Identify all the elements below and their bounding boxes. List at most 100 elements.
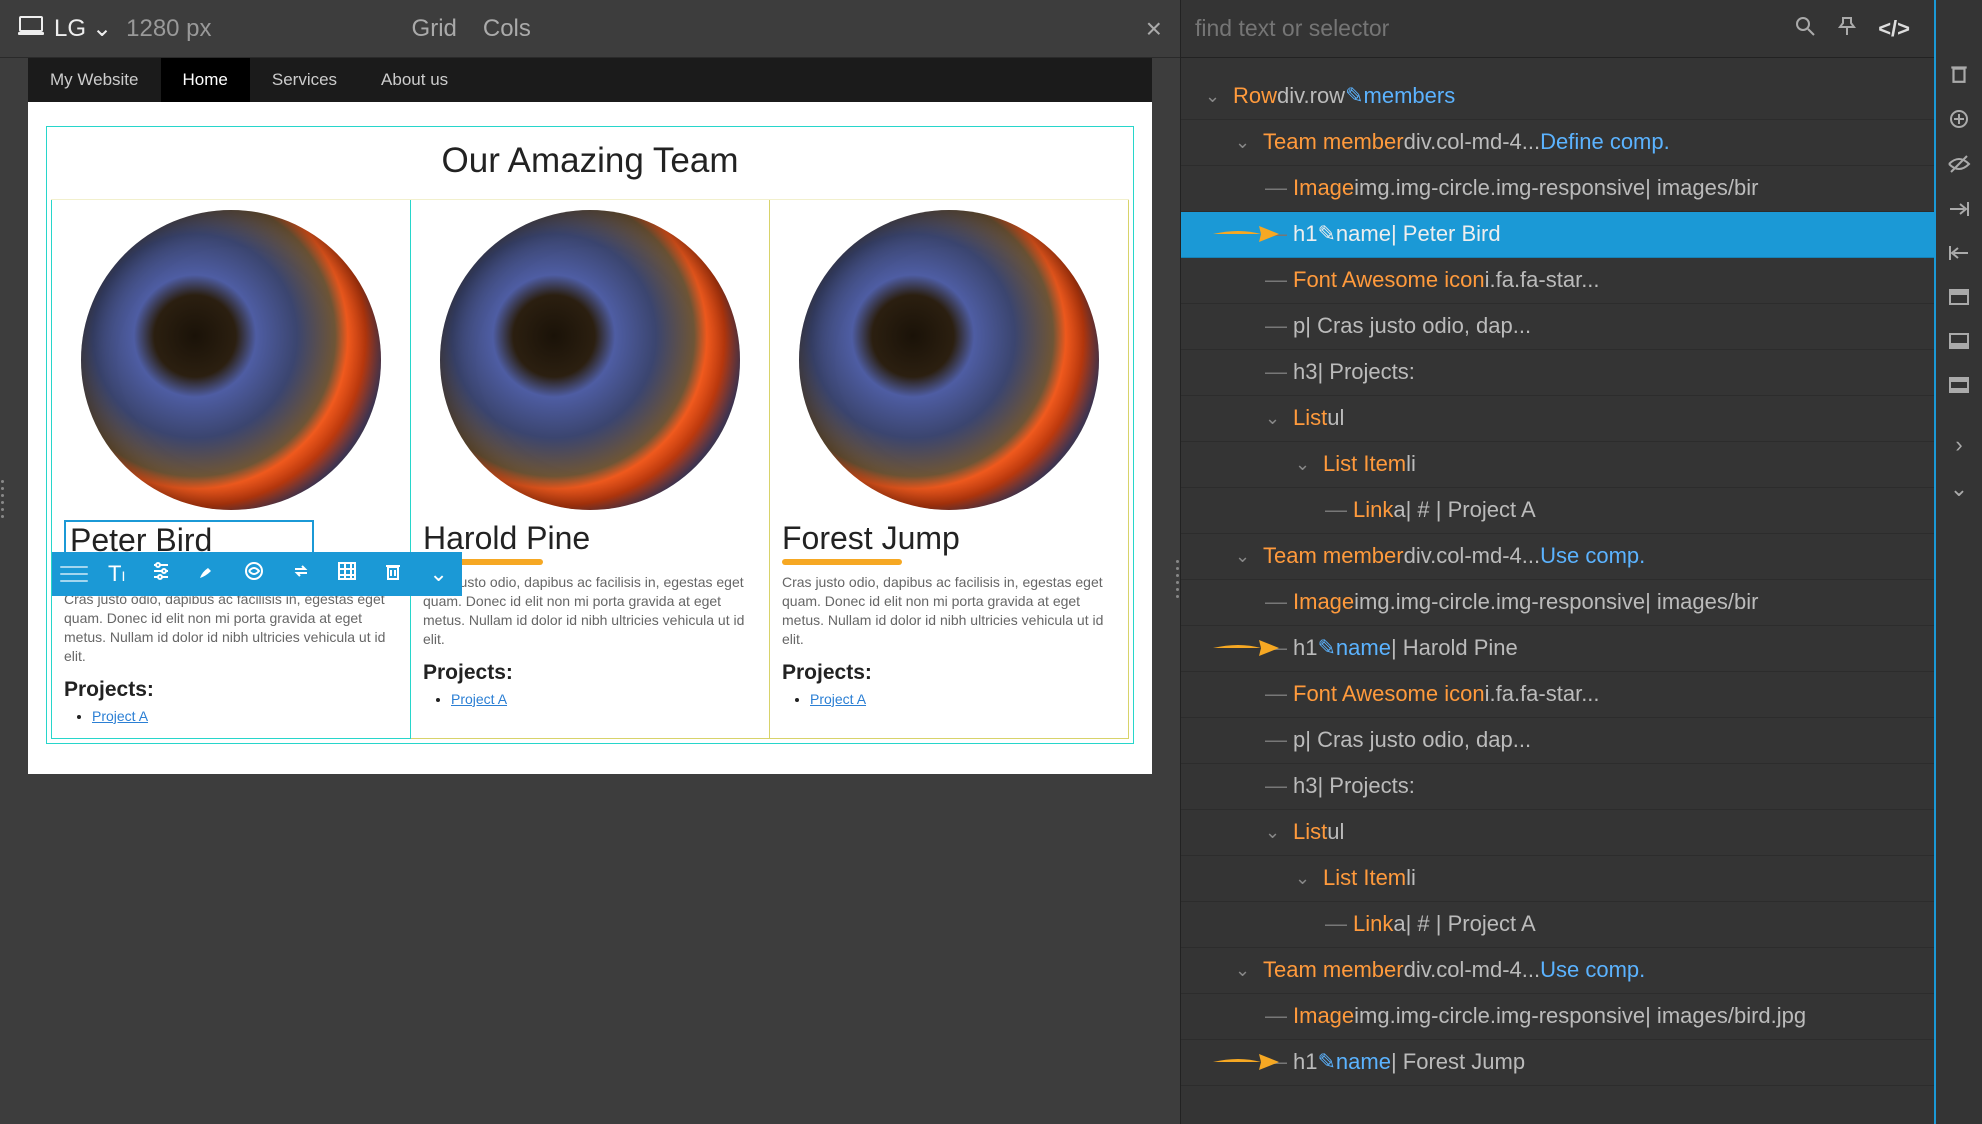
projects-heading[interactable]: Projects: bbox=[423, 661, 757, 685]
tree-row[interactable]: —Font Awesome icon i.fa.fa-star... bbox=[1181, 672, 1934, 718]
tree-row[interactable]: —Link a | # | Project A bbox=[1181, 488, 1934, 534]
leaf-dash-icon[interactable]: — bbox=[1265, 999, 1283, 1033]
nav-item-home[interactable]: Home bbox=[161, 58, 250, 102]
collapse-chevron-icon[interactable]: ⌄ bbox=[1235, 543, 1253, 571]
close-icon[interactable]: × bbox=[1146, 13, 1162, 45]
leaf-dash-icon[interactable]: — bbox=[1265, 355, 1283, 389]
settings-icon[interactable] bbox=[145, 561, 177, 587]
section-title[interactable]: Our Amazing Team bbox=[51, 131, 1129, 200]
tree-row[interactable]: ⌄List ul bbox=[1181, 396, 1934, 442]
leaf-dash-icon[interactable]: — bbox=[1325, 493, 1343, 527]
leaf-dash-icon[interactable]: — bbox=[1265, 171, 1283, 205]
collapse-chevron-icon[interactable]: ⌄ bbox=[1265, 405, 1283, 433]
chevron-down-icon[interactable]: ⌄ bbox=[1950, 476, 1968, 502]
grid-icon[interactable] bbox=[331, 561, 363, 587]
toggle-cols[interactable]: Cols bbox=[483, 15, 531, 43]
code-icon[interactable]: </> bbox=[1878, 16, 1910, 42]
tree-row[interactable]: ⌄Row div.row ✎ members bbox=[1181, 74, 1934, 120]
project-link[interactable]: Project A bbox=[451, 691, 507, 707]
tree-row[interactable]: —Image img.img-circle.img-responsive | i… bbox=[1181, 994, 1934, 1040]
nav-item-about[interactable]: About us bbox=[359, 58, 470, 102]
edit-text-icon[interactable]: TI bbox=[102, 561, 131, 587]
trash-icon[interactable] bbox=[1948, 62, 1970, 90]
leaf-dash-icon[interactable]: — bbox=[1265, 677, 1283, 711]
tree-row[interactable]: ⌄Team member div.col-md-4... Use comp. bbox=[1181, 948, 1934, 994]
member-name[interactable]: Harold Pine bbox=[423, 520, 757, 557]
breakpoint-label[interactable]: LG bbox=[54, 15, 86, 43]
tree-row[interactable]: —Image img.img-circle.img-responsive | i… bbox=[1181, 580, 1934, 626]
tree-text: Use comp. bbox=[1540, 539, 1645, 573]
leaf-dash-icon[interactable]: — bbox=[1265, 1045, 1283, 1079]
projects-heading[interactable]: Projects: bbox=[782, 661, 1116, 685]
team-member-card[interactable]: Forest Jump Cras justo odio, dapibus ac … bbox=[770, 200, 1129, 739]
tree-row[interactable]: —Image img.img-circle.img-responsive | i… bbox=[1181, 166, 1934, 212]
pin-icon[interactable] bbox=[1836, 15, 1858, 43]
link-icon[interactable] bbox=[237, 560, 271, 588]
tree-row[interactable]: ⌄List ul bbox=[1181, 810, 1934, 856]
add-icon[interactable] bbox=[1948, 108, 1970, 136]
nav-item-services[interactable]: Services bbox=[250, 58, 359, 102]
indent-right-icon[interactable] bbox=[1948, 198, 1970, 224]
projects-heading[interactable]: Projects: bbox=[64, 678, 398, 702]
tree-search-input[interactable] bbox=[1195, 15, 1784, 42]
leaf-dash-icon[interactable]: — bbox=[1265, 309, 1283, 343]
collapse-chevron-icon[interactable]: ⌄ bbox=[1295, 451, 1313, 479]
avatar[interactable] bbox=[81, 210, 381, 510]
leaf-dash-icon[interactable]: — bbox=[1265, 585, 1283, 619]
trash-icon[interactable] bbox=[377, 561, 409, 587]
project-link[interactable]: Project A bbox=[92, 708, 148, 724]
repeat-icon[interactable] bbox=[285, 561, 317, 587]
tree-row[interactable]: —Link a | # | Project A bbox=[1181, 902, 1934, 948]
indent-left-icon[interactable] bbox=[1948, 242, 1970, 268]
leaf-dash-icon[interactable]: — bbox=[1325, 907, 1343, 941]
collapse-chevron-icon[interactable]: ⌄ bbox=[1265, 819, 1283, 847]
leaf-dash-icon[interactable]: — bbox=[1265, 631, 1283, 665]
team-member-card[interactable]: Harold Pine Cras justo odio, dapibus ac … bbox=[411, 200, 770, 739]
layout-top-icon[interactable] bbox=[1948, 286, 1970, 312]
avatar[interactable] bbox=[440, 210, 740, 510]
breakpoint-chevron-icon[interactable]: ⌄ bbox=[92, 14, 112, 43]
member-blurb[interactable]: Cras justo odio, dapibus ac facilisis in… bbox=[423, 573, 757, 649]
visibility-icon[interactable] bbox=[1947, 154, 1971, 180]
tree-row[interactable]: —h3 | Projects: bbox=[1181, 764, 1934, 810]
tree-row[interactable]: —h1 ✎ name | Harold Pine bbox=[1181, 626, 1934, 672]
collapse-chevron-icon[interactable]: ⌄ bbox=[1205, 83, 1223, 111]
tree-row[interactable]: —p | Cras justo odio, dap... bbox=[1181, 304, 1934, 350]
project-link[interactable]: Project A bbox=[810, 691, 866, 707]
drag-handle-icon[interactable] bbox=[60, 566, 88, 582]
search-icon[interactable] bbox=[1794, 15, 1816, 43]
tree-row[interactable]: ⌄Team member div.col-md-4... Use comp. bbox=[1181, 534, 1934, 580]
tree-row[interactable]: ⌄Team member div.col-md-4... Define comp… bbox=[1181, 120, 1934, 166]
tree-row[interactable]: —h1 ✎ name | Forest Jump bbox=[1181, 1040, 1934, 1086]
resize-handle-icon[interactable] bbox=[1176, 560, 1184, 598]
member-blurb[interactable]: Cras justo odio, dapibus ac facilisis in… bbox=[782, 573, 1116, 649]
collapse-chevron-icon[interactable]: ⌄ bbox=[1235, 129, 1253, 157]
nav-item-brand[interactable]: My Website bbox=[28, 58, 161, 102]
tree-row[interactable]: —p | Cras justo odio, dap... bbox=[1181, 718, 1934, 764]
chevron-right-icon[interactable]: › bbox=[1955, 432, 1962, 458]
collapse-chevron-icon[interactable]: ⌄ bbox=[1295, 865, 1313, 893]
leaf-dash-icon[interactable]: — bbox=[1265, 723, 1283, 757]
layout-full-icon[interactable] bbox=[1948, 374, 1970, 400]
row-members[interactable]: Our Amazing Team TI bbox=[46, 126, 1134, 744]
star-rating-icon[interactable] bbox=[782, 559, 902, 565]
member-name[interactable]: Forest Jump bbox=[782, 520, 1116, 557]
brush-icon[interactable] bbox=[191, 561, 223, 587]
avatar[interactable] bbox=[799, 210, 1099, 510]
tree-row[interactable]: —h1 ✎ name | Peter Bird bbox=[1181, 212, 1934, 258]
collapse-chevron-icon[interactable]: ⌄ bbox=[1235, 957, 1253, 985]
member-blurb[interactable]: Cras justo odio, dapibus ac facilisis in… bbox=[64, 590, 398, 666]
leaf-dash-icon[interactable]: — bbox=[1265, 769, 1283, 803]
more-chevron-icon[interactable]: ⌄ bbox=[423, 561, 453, 587]
resize-handle-icon[interactable] bbox=[1, 480, 9, 518]
tree-row[interactable]: ⌄List Item li bbox=[1181, 856, 1934, 902]
leaf-dash-icon[interactable]: — bbox=[1265, 217, 1283, 251]
team-member-card[interactable]: TI bbox=[51, 200, 411, 739]
tree-row[interactable]: ⌄List Item li bbox=[1181, 442, 1934, 488]
leaf-dash-icon[interactable]: — bbox=[1265, 263, 1283, 297]
layout-bottom-icon[interactable] bbox=[1948, 330, 1970, 356]
toggle-grid[interactable]: Grid bbox=[412, 15, 457, 43]
device-icon[interactable] bbox=[18, 15, 44, 43]
tree-row[interactable]: —h3 | Projects: bbox=[1181, 350, 1934, 396]
tree-row[interactable]: —Font Awesome icon i.fa.fa-star... bbox=[1181, 258, 1934, 304]
